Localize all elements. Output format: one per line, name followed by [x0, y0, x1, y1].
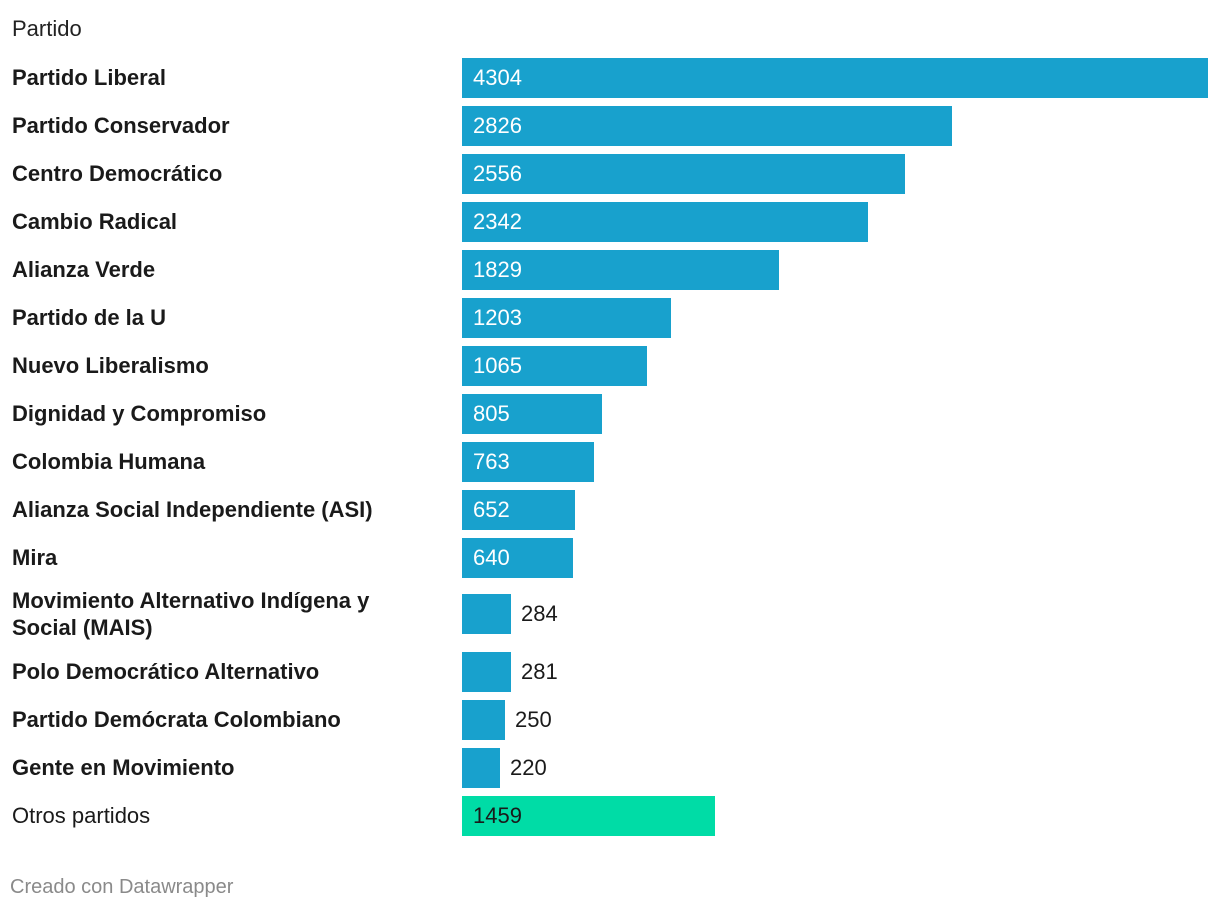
category-label: Partido de la U [12, 305, 167, 330]
bar [462, 58, 1208, 98]
bar [462, 106, 952, 146]
bar-row: Dignidad y Compromiso 805 [0, 394, 1220, 434]
category-label: Colombia Humana [12, 449, 206, 474]
bar-row: Alianza Social Independiente (ASI) 652 [0, 490, 1220, 530]
category-label: Gente en Movimiento [12, 755, 235, 780]
category-label: Alianza Verde [12, 257, 156, 282]
bar [462, 490, 575, 530]
value-label: 1459 [473, 803, 522, 828]
category-label: Partido Demócrata Colombiano [12, 707, 341, 732]
category-label: Nuevo Liberalismo [12, 353, 209, 378]
bar [462, 298, 671, 338]
category-label: Centro Democrático [12, 161, 223, 186]
footer-credit: Creado con Datawrapper [10, 876, 234, 898]
bar-row: Movimiento Alternativo Indígena y Social… [0, 588, 1220, 640]
category-label: Otros partidos [12, 803, 151, 828]
bar-row: Nuevo Liberalismo 1065 [0, 346, 1220, 386]
bar-row: Partido Liberal 4304 [0, 58, 1220, 98]
bar [462, 594, 511, 634]
bar-row: Partido Conservador 2826 [0, 106, 1220, 146]
value-label: 220 [510, 755, 547, 780]
bar-row: Centro Democrático 2556 [0, 154, 1220, 194]
bar [462, 538, 573, 578]
category-label: Mira [12, 545, 58, 570]
value-label: 1829 [473, 257, 522, 282]
bar [462, 442, 594, 482]
category-label: Dignidad y Compromiso [12, 401, 267, 426]
value-label: 2556 [473, 161, 522, 186]
bar-row: Alianza Verde 1829 [0, 250, 1220, 290]
bar-row: Cambio Radical 2342 [0, 202, 1220, 242]
value-label: 805 [473, 401, 510, 426]
value-label: 640 [473, 545, 510, 570]
category-label: Alianza Social Independiente (ASI) [12, 497, 373, 522]
value-label: 2826 [473, 113, 522, 138]
bar-row: Polo Democrático Alternativo 281 [0, 652, 1220, 692]
bar [462, 154, 905, 194]
bar [462, 202, 868, 242]
category-label: Polo Democrático Alternativo [12, 659, 320, 684]
value-label: 763 [473, 449, 510, 474]
bar [462, 700, 505, 740]
bar [462, 250, 779, 290]
bar-row: Otros partidos 1459 [0, 796, 1220, 836]
bar-row: Partido de la U 1203 [0, 298, 1220, 338]
column-header: Partido [12, 16, 82, 41]
bar-row: Mira 640 [0, 538, 1220, 578]
category-label: Partido Liberal [12, 65, 167, 90]
bar-row: Colombia Humana 763 [0, 442, 1220, 482]
bar [462, 346, 647, 386]
value-label: 281 [521, 659, 558, 684]
value-label: 2342 [473, 209, 522, 234]
category-label: Movimiento Alternativo Indígena y Social… [12, 588, 370, 640]
value-label: 1065 [473, 353, 522, 378]
bar [462, 748, 500, 788]
category-label: Partido Conservador [12, 113, 230, 138]
value-label: 652 [473, 497, 510, 522]
category-label: Cambio Radical [12, 209, 178, 234]
value-label: 4304 [473, 65, 522, 90]
bar-row: Partido Demócrata Colombiano 250 [0, 700, 1220, 740]
value-label: 284 [521, 601, 558, 626]
bar [462, 796, 715, 836]
bar [462, 394, 602, 434]
bar-row: Gente en Movimiento 220 [0, 748, 1220, 788]
bar [462, 652, 511, 692]
value-label: 1203 [473, 305, 522, 330]
value-label: 250 [515, 707, 552, 732]
